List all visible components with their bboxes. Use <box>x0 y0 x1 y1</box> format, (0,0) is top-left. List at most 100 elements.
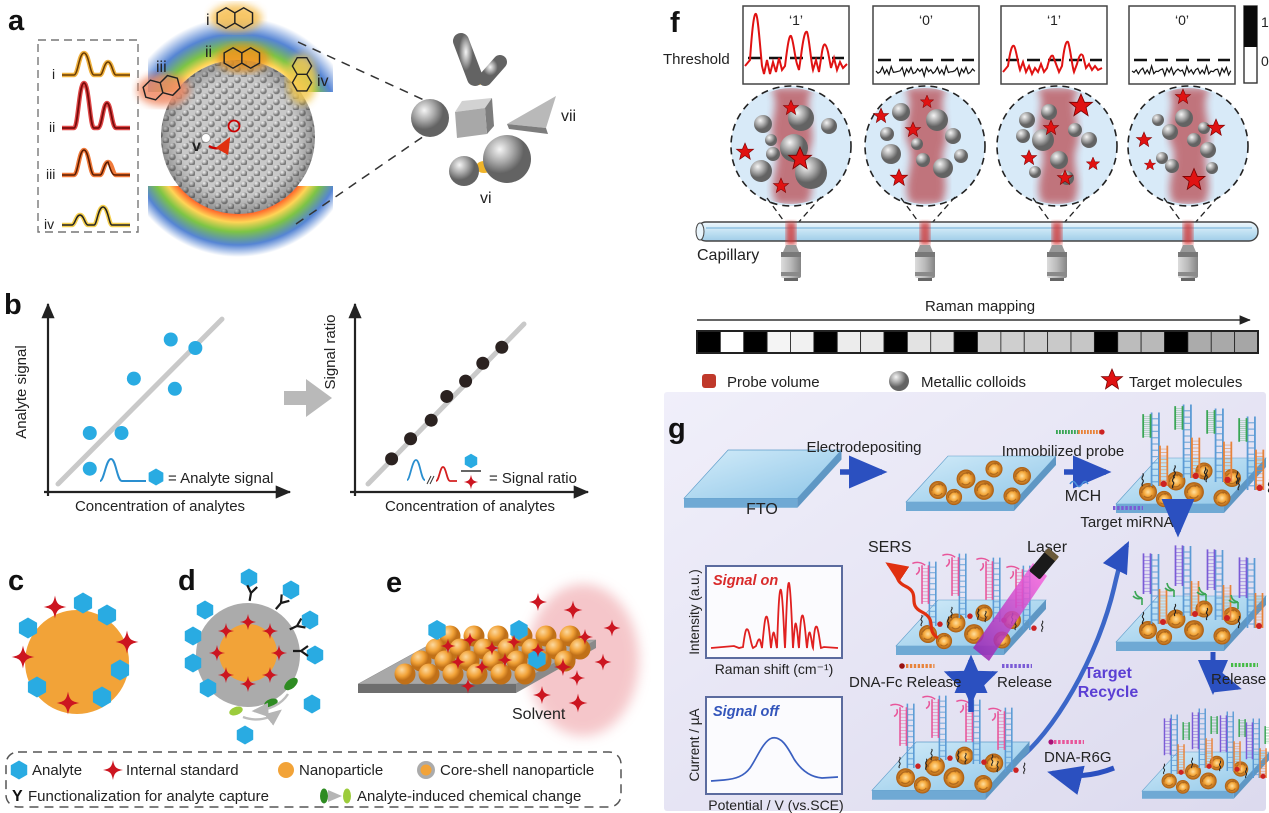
ratio-denominator-star <box>463 474 479 490</box>
nanorod-long <box>453 33 483 86</box>
panel-a-label: a <box>8 5 25 37</box>
reference-spectra-box <box>37 39 139 233</box>
signal-off-title: Signal off <box>713 704 781 720</box>
laser-objective <box>1029 547 1059 579</box>
analyte-hexagon-icon <box>148 468 164 486</box>
capture-receptors <box>246 584 309 657</box>
colorbar-top-label: 1 <box>1261 14 1269 30</box>
panel-b: b Analyte signal Concentration of analyt… <box>4 289 590 515</box>
chemical-change-ellipses <box>229 677 298 726</box>
release-mid-arrow <box>963 670 999 701</box>
b-left-xlabel: Concentration of analytes <box>75 498 245 515</box>
signal-on-plot: Signal on Intensity (a.u.) Raman shift (… <box>687 565 843 677</box>
probe-volume-circles <box>730 85 1249 225</box>
transform-arrow <box>284 379 332 417</box>
dna-r6g-dye-dot <box>1048 739 1054 745</box>
signal-off-ylabel: Current / µA <box>687 708 702 781</box>
voltammetry-curve <box>710 736 839 782</box>
molecule-iv: iv <box>287 54 329 104</box>
nanoparticle <box>25 610 129 714</box>
target-molecule-icon <box>1101 368 1123 390</box>
prism-label: vii <box>561 108 576 125</box>
spectrum-ii-label: ii <box>49 119 55 135</box>
target-mirna-label: Target miRNA <box>1080 514 1173 531</box>
nanoparticle-shape-gallery: vii vi <box>411 33 576 207</box>
panel-g-label: g <box>668 413 686 445</box>
signal-on-title: Signal on <box>713 573 778 589</box>
bit-label-3: ‘1’ <box>1047 12 1061 28</box>
legend-nanoparticle: Nanoparticle <box>299 762 383 779</box>
b-right-xlabel: Concentration of analytes <box>385 498 555 515</box>
molecule-ii-label: ii <box>205 44 212 61</box>
legend-functionalization: Functionalization for analyte capture <box>28 788 269 805</box>
molecule-iv-label: iv <box>317 73 329 90</box>
signal-on-xlabel: Raman shift (cm⁻¹) <box>715 661 834 677</box>
nanosphere <box>411 99 449 137</box>
release-branch-arrow <box>1211 661 1242 693</box>
signal-on-ylabel: Intensity (a.u.) <box>687 569 702 655</box>
dna-r6g-arrow <box>1047 765 1115 795</box>
sers-spectrum-curve <box>710 582 839 652</box>
dna-r6g-label: DNA-R6G <box>1044 749 1112 766</box>
mch-label: MCH <box>1065 488 1101 505</box>
spectrum-i: i <box>52 50 130 82</box>
spectrum-iv-label: iv <box>44 216 54 232</box>
target-recycle-line1: Target <box>1084 665 1132 682</box>
panel-d: d <box>178 565 324 745</box>
signal-box-3: ‘1’ <box>1000 5 1108 85</box>
legend-target-molecules: Target molecules <box>1129 374 1242 391</box>
binary-barcode-strip <box>696 330 1259 354</box>
raman-objectives <box>781 222 1198 281</box>
scatter-plot-analyte-signal: Analyte signal Concentration of analytes… <box>13 302 292 515</box>
internal-standard-star-icon <box>103 760 123 780</box>
nanoprism <box>507 96 556 134</box>
nanorod-short <box>478 55 507 86</box>
molecule-ii: ii <box>205 44 269 72</box>
b-left-legend-text: = Analyte signal <box>168 470 274 487</box>
legend-metallic-colloids: Metallic colloids <box>921 374 1026 391</box>
signal-box-2: ‘0’ <box>872 5 980 85</box>
target-recycle-line2: Recycle <box>1078 684 1139 701</box>
plasmon-aura-bottom <box>148 186 333 257</box>
b-right-ylabel: Signal ratio <box>322 314 339 389</box>
capillary-label: Capillary <box>697 247 759 264</box>
dna-fc-release-label: DNA-Fc Release <box>849 674 962 691</box>
raman-mapping-label: Raman mapping <box>925 298 1035 315</box>
threshold-label: Threshold <box>663 51 730 68</box>
core <box>219 624 277 682</box>
raman-trace-on <box>1002 40 1103 77</box>
y-receptor-icon: Y <box>12 788 23 805</box>
bit-label-4: ‘0’ <box>1175 12 1189 28</box>
metallic-colloid-icon <box>889 371 909 391</box>
panel-e: e Solvent <box>357 567 639 736</box>
panel-c: c <box>8 565 139 715</box>
molecule-i-label: i <box>206 12 210 29</box>
analyte-hexagon-icon <box>10 760 28 780</box>
release-mid-label: Release <box>997 674 1052 691</box>
molecule-iii-label: iii <box>156 59 167 76</box>
legend-chemical-change: Analyte-induced chemical change <box>357 788 581 805</box>
panel-a: a i ii iii iv v i ii <box>8 4 576 257</box>
zoom-callout-line-top <box>297 41 425 101</box>
b-right-legend: = Signal ratio <box>406 453 577 490</box>
nanoparticle-cluster-sphere <box>161 60 315 214</box>
legend-box: Analyte Internal standard Nanoparticle C… <box>5 751 622 808</box>
legend-analyte: Analyte <box>32 762 82 779</box>
raman-trace-off <box>1131 63 1232 78</box>
bit-label-2: ‘0’ <box>919 12 933 28</box>
spectrum-i-label: i <box>52 66 55 82</box>
panel-f: f Threshold ‘1’ ‘0’ ‘1’ ‘0’ 1 0 Capillar… <box>663 5 1269 391</box>
scatter-plot-signal-ratio: Signal ratio Concentration of analytes =… <box>322 302 590 515</box>
dna-fc-release-arrow <box>943 670 979 701</box>
analyte-peak-icon <box>99 457 146 482</box>
spectrum-iv: iv <box>44 204 130 232</box>
capillary <box>695 221 1259 242</box>
standard-peak-icon <box>435 466 457 482</box>
probe-strand-icon <box>1054 429 1105 435</box>
nanodimer <box>449 135 531 186</box>
sers-label: SERS <box>868 539 912 556</box>
hotspot-label: v <box>192 138 201 155</box>
legend-core-shell: Core-shell nanoparticle <box>440 762 594 779</box>
